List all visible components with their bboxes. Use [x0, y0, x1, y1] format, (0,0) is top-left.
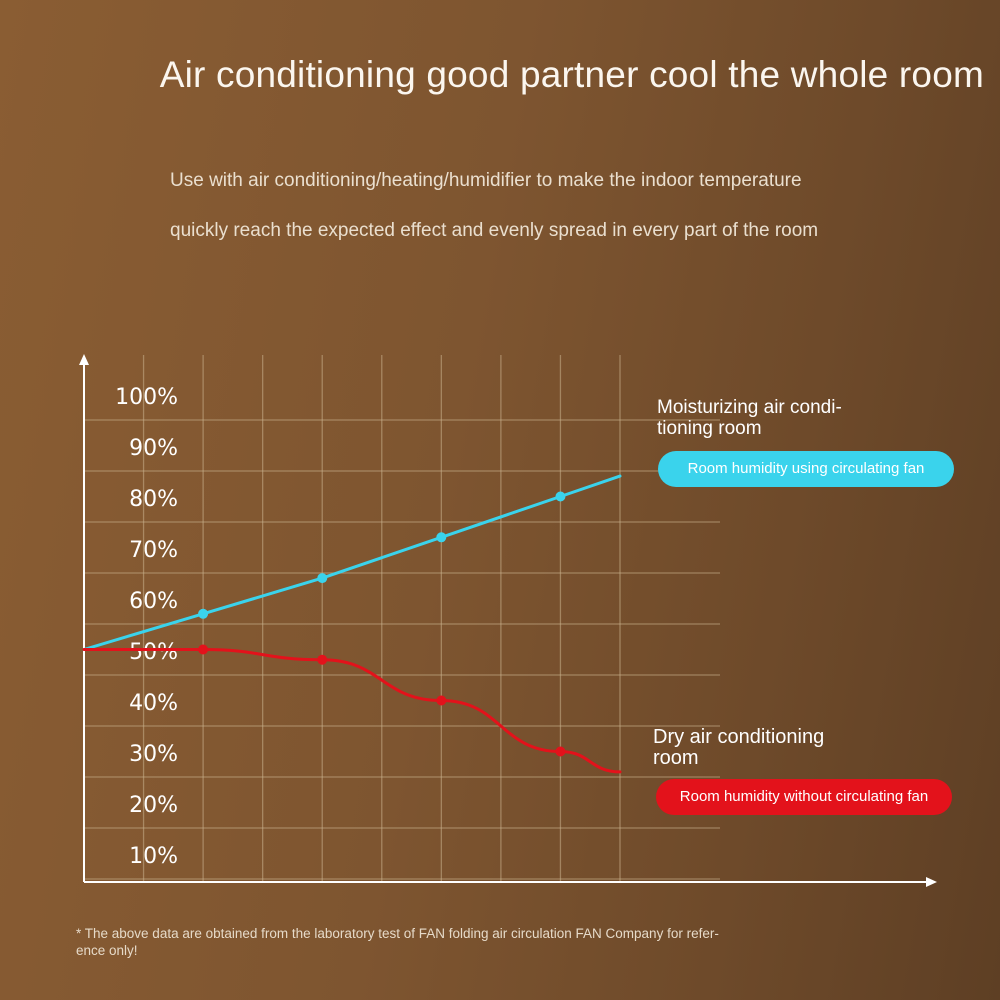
data-point-without-fan: [317, 654, 328, 665]
legend-heading-dry: Dry air conditioning room: [653, 727, 824, 769]
x-axis-arrow: [926, 877, 937, 887]
legend-heading-dry-line1: Dry air conditioning: [653, 726, 825, 748]
data-point-without-fan: [198, 644, 209, 655]
footnote: * The above data are obtained from the l…: [76, 925, 816, 959]
y-tick-label: 50%: [129, 640, 178, 665]
legend-heading-moisturizing-line2: tioning room: [657, 418, 762, 439]
y-tick-label: 20%: [129, 793, 178, 818]
subtitle-line-1: Use with air conditioning/heating/humidi…: [170, 170, 802, 191]
y-tick-label: 10%: [129, 844, 178, 869]
legend-heading-dry-line2: room: [653, 747, 699, 769]
data-point-with-fan: [555, 491, 566, 502]
legend-heading-moisturizing-line1: Moisturizing air condi-: [657, 397, 842, 418]
page-title: Air conditioning good partner cool the w…: [159, 54, 984, 95]
y-tick-label: 30%: [129, 742, 178, 767]
y-axis-arrow: [79, 354, 89, 365]
y-tick-label: 60%: [129, 589, 178, 614]
data-point-with-fan: [198, 608, 209, 619]
footnote-line1: * The above data are obtained from the l…: [76, 926, 719, 941]
subtitle-line-2: quickly reach the expected effect and ev…: [170, 220, 819, 241]
series-line-with-fan: [82, 474, 622, 651]
y-tick-label: 90%: [129, 436, 178, 461]
y-tick-label: 70%: [129, 538, 178, 563]
y-tick-label: 40%: [129, 691, 178, 716]
data-point-with-fan: [317, 573, 328, 584]
data-point-without-fan: [555, 746, 566, 757]
legend-pill-without-fan: Room humidity without circulating fan: [656, 779, 952, 815]
legend-pill-with-fan: Room humidity using circulating fan: [658, 451, 954, 487]
legend-heading-moisturizing: Moisturizing air condi- tioning room: [657, 397, 842, 439]
y-tick-label: 80%: [129, 487, 178, 512]
footnote-line2: ence only!: [76, 943, 138, 958]
y-tick-label: 100%: [115, 385, 178, 410]
data-point-with-fan: [436, 532, 447, 543]
data-point-without-fan: [436, 695, 447, 706]
